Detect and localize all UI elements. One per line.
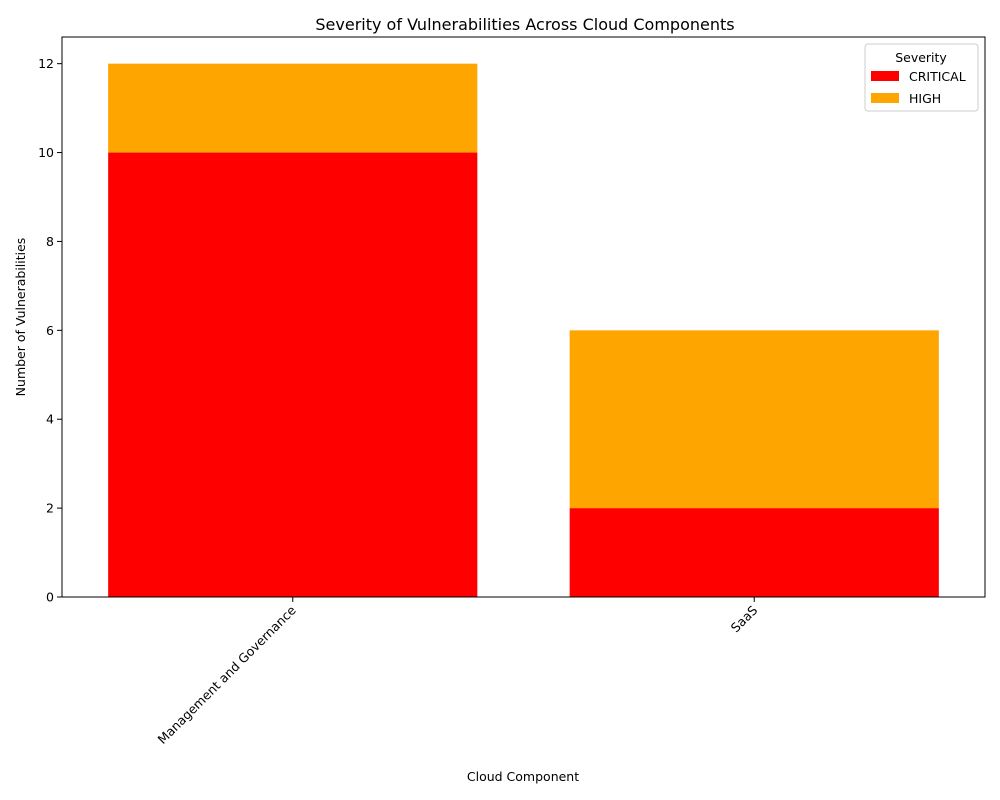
y-axis-ticks: 0 2 4 6 8 10 12 [38,56,62,605]
y-tick-label: 0 [46,590,54,605]
legend-label-critical: CRITICAL [909,69,966,84]
plot-area-frame [61,36,986,598]
legend-swatch-high [871,93,899,103]
y-tick-label: 2 [46,501,54,516]
bar-high-1 [569,330,939,509]
bar-high-0 [108,63,478,153]
x-axis-ticks: Management and Governance SaaS [154,597,760,747]
legend-items: CRITICAL HIGH [871,69,966,106]
legend: Severity CRITICAL HIGH [864,43,979,112]
bar-critical-0 [108,152,478,598]
legend-title: Severity [895,50,947,65]
legend-swatch-critical [871,71,899,81]
chart-title: Severity of Vulnerabilities Across Cloud… [315,15,734,34]
x-tick-label: Management and Governance [154,602,299,747]
y-tick-label: 4 [46,412,54,427]
x-tick-label: SaaS [728,602,761,635]
y-tick-label: 6 [46,323,54,338]
y-tick-label: 8 [46,234,54,249]
y-axis-label: Number of Vulnerabilities [13,238,28,397]
x-axis-label: Cloud Component [467,769,579,784]
bars-group [108,63,939,598]
y-tick-label: 12 [38,56,54,71]
y-tick-label: 10 [38,145,54,160]
legend-label-high: HIGH [909,91,941,106]
bar-critical-1 [569,508,939,597]
